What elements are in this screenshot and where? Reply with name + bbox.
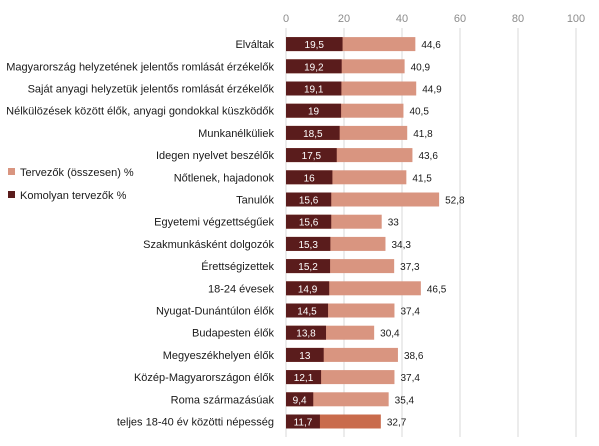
category-label: Budapesten élők <box>192 328 274 340</box>
category-label: Nyugat-Dunántúlon élők <box>156 306 275 318</box>
bar-serious <box>286 37 343 52</box>
category-label: Tanulók <box>236 195 274 207</box>
category-label: Nélkülözések között élők, anyagi gondokk… <box>6 106 274 118</box>
bar-serious <box>286 214 332 229</box>
legend-label: Tervezők (összesen) % <box>20 167 134 179</box>
bar-serious <box>286 303 329 318</box>
category-label: Szakmunkásként dolgozók <box>143 239 274 251</box>
value-label-total: 41,8 <box>413 129 433 140</box>
category-label: Elváltak <box>235 39 274 51</box>
x-tick-label: 40 <box>396 13 408 25</box>
value-label-total: 37,4 <box>400 373 420 384</box>
value-label-serious: 9,4 <box>293 395 307 406</box>
bar-serious <box>286 325 327 340</box>
value-label-total: 41,5 <box>412 173 432 184</box>
category-label: Érettségizettek <box>201 260 274 273</box>
value-label-total: 32,7 <box>387 418 407 429</box>
value-label-total: 37,4 <box>400 307 420 318</box>
category-label: Nőtlenek, hajadonok <box>174 172 275 184</box>
x-tick-label: 0 <box>283 13 289 25</box>
bar-serious <box>286 125 340 140</box>
bar-serious <box>286 392 314 407</box>
category-label: teljes 18-40 év közötti népesség <box>117 417 274 429</box>
gridlines <box>285 28 577 437</box>
x-tick-label: 80 <box>512 13 524 25</box>
value-label-serious: 17,5 <box>302 151 322 162</box>
value-label-total: 40,5 <box>409 107 429 118</box>
value-label-total: 38,6 <box>404 351 424 362</box>
bar-serious <box>286 103 342 118</box>
value-label-total: 34,3 <box>391 240 411 251</box>
legend-swatch <box>8 168 15 175</box>
category-label: Megyeszékhelyen élők <box>163 350 275 362</box>
value-label-serious: 19,2 <box>304 62 324 73</box>
value-label-total: 43,6 <box>418 151 438 162</box>
category-label: Közép-Magyarországon élők <box>134 372 275 384</box>
legend: Tervezők (összesen) % Komolyan tervezők % <box>8 167 134 202</box>
x-tick-label: 60 <box>454 13 466 25</box>
x-tick-label: 100 <box>567 13 585 25</box>
bar-serious <box>286 148 337 163</box>
category-label: Saját anyagi helyzetük jelentős romlását… <box>28 84 275 96</box>
value-label-serious: 11,7 <box>294 418 313 429</box>
value-label-serious: 15,3 <box>298 240 318 251</box>
value-label-serious: 12,1 <box>294 373 314 384</box>
value-label-serious: 15,6 <box>299 218 319 229</box>
bar-serious <box>286 59 342 74</box>
legend-label: Komolyan tervezők % <box>20 190 127 202</box>
value-label-total: 40,9 <box>411 62 431 73</box>
category-labels: Elváltak Magyarország helyzetének jelentő… <box>6 39 274 428</box>
value-label-total: 37,3 <box>400 262 420 273</box>
value-label-total: 33 <box>388 218 400 229</box>
value-label-total: 30,4 <box>380 329 400 340</box>
bar-serious <box>286 414 320 429</box>
bar-serious <box>286 81 342 96</box>
value-label-serious: 13 <box>299 351 311 362</box>
value-label-serious: 15,2 <box>298 262 318 273</box>
bar-serious <box>286 192 332 207</box>
value-label-serious: 15,6 <box>299 196 319 207</box>
value-label-total: 44,6 <box>421 40 441 51</box>
x-axis-ticks: 0 20 40 60 80 100 <box>283 13 585 25</box>
value-label-serious: 19,5 <box>305 40 325 51</box>
value-label-serious: 14,5 <box>297 307 317 318</box>
category-label: 18-24 évesek <box>208 283 275 295</box>
bar-serious <box>286 236 331 251</box>
value-label-total: 52,8 <box>445 196 465 207</box>
bar-serious <box>286 370 322 385</box>
category-label: Egyetemi végzettségűek <box>154 217 274 229</box>
value-label-total: 35,4 <box>395 395 415 406</box>
value-label-serious: 13,8 <box>296 329 316 340</box>
bar-serious <box>286 170 333 185</box>
value-label-serious: 14,9 <box>298 284 318 295</box>
legend-swatch <box>8 191 15 198</box>
x-tick-label: 20 <box>338 13 350 25</box>
category-label: Magyarország helyzetének jelentős romlás… <box>6 61 274 73</box>
category-label: Roma származásúak <box>171 394 275 406</box>
bar-serious <box>286 281 330 296</box>
category-label: Idegen nyelvet beszélők <box>156 150 275 162</box>
value-label-serious: 18,5 <box>303 129 323 140</box>
bars: 44,6 19,5 40,9 19,2 44,9 19,1 40,5 19 41,8 18,5 43… <box>286 37 465 429</box>
value-label-serious: 16 <box>304 173 316 184</box>
category-label: Munkanélküliek <box>198 128 274 140</box>
bar-serious <box>286 259 331 274</box>
value-label-serious: 19,1 <box>304 85 324 96</box>
value-label-total: 44,9 <box>422 85 442 96</box>
value-label-serious: 19 <box>308 107 320 118</box>
bar-serious <box>286 347 324 362</box>
value-label-total: 46,5 <box>427 284 447 295</box>
